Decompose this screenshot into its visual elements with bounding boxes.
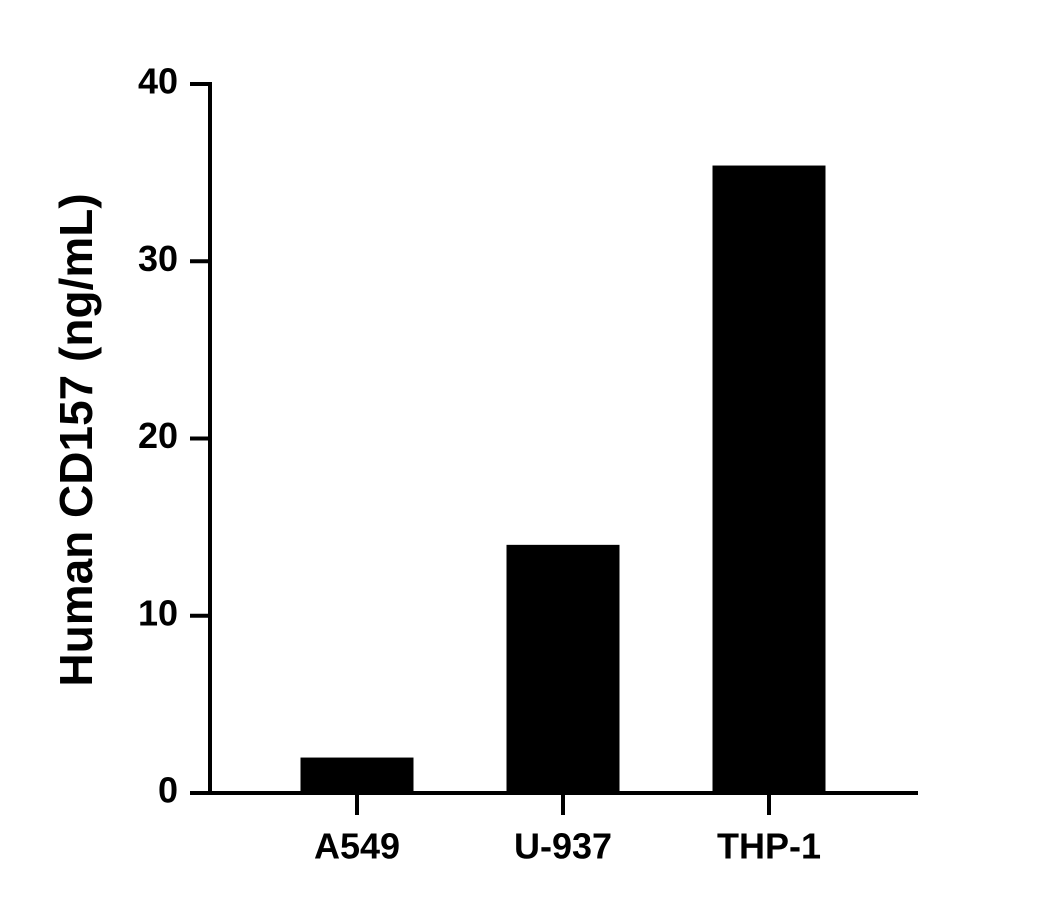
y-tick-label: 30 [138,238,178,279]
x-tick-label: THP-1 [717,826,821,867]
bar [712,165,826,793]
y-tick-label: 20 [138,415,178,456]
x-tick-label: A549 [314,826,400,867]
y-tick-label: 40 [138,61,178,102]
y-tick-label: 10 [138,592,178,633]
y-tick-label: 0 [158,770,178,811]
bar [506,544,620,793]
x-tick-label: U-937 [514,826,612,867]
y-axis-title: Human CD157 (ng/mL) [50,193,102,686]
bar [300,757,414,793]
